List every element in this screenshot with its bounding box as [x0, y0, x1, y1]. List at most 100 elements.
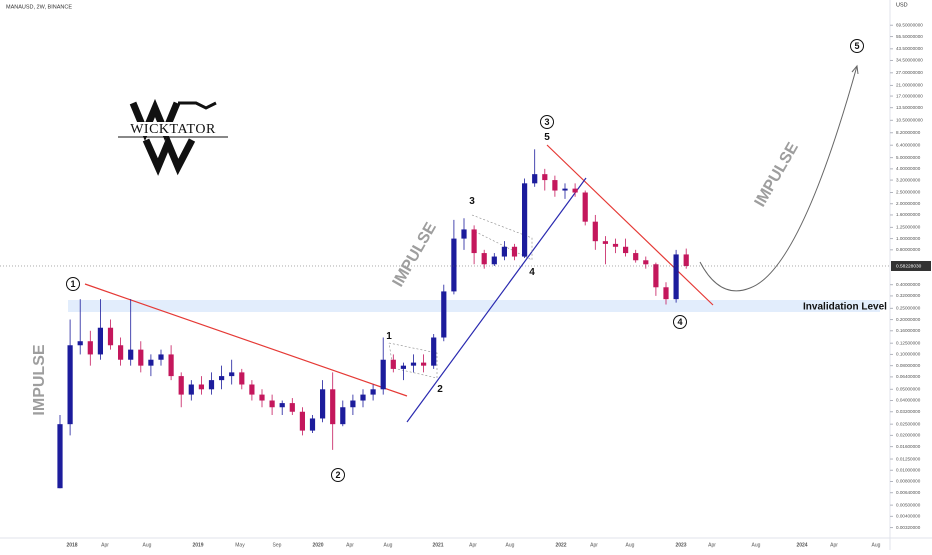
y-tick-label: 0.05000000: [896, 387, 921, 392]
wave-label: 3: [469, 196, 475, 207]
y-tick-label: 0.12500000: [896, 340, 921, 345]
candle-body: [219, 376, 225, 381]
y-tick-label: 0.00500000: [896, 502, 921, 507]
x-tick-label: 2023: [675, 542, 686, 548]
candle-body: [562, 188, 568, 191]
candle-body: [77, 341, 83, 346]
candle-body: [663, 287, 669, 300]
currency: USD: [896, 2, 908, 8]
candle-body: [158, 354, 164, 360]
candle-body: [643, 260, 649, 265]
y-tick-label: 2.50000000: [896, 190, 921, 195]
candle-body: [198, 384, 204, 390]
y-tick-label: 0.01600000: [896, 444, 921, 449]
x-tick-label: 2019: [192, 542, 203, 548]
y-tick-label: 0.32000000: [896, 293, 921, 298]
candle-body: [340, 407, 346, 425]
x-tick-label: 2021: [432, 542, 443, 548]
x-tick-label: Apr: [830, 542, 838, 548]
candle-body: [673, 254, 679, 300]
wave-circle: [540, 115, 554, 129]
x-tick-label: Apr: [346, 542, 354, 548]
x-tick-label: Apr: [101, 542, 109, 548]
candle-body: [138, 349, 144, 366]
candle-body: [239, 372, 245, 385]
candle-body: [683, 254, 689, 266]
wave-label: 1: [70, 279, 75, 289]
candle-body: [249, 384, 255, 395]
y-tick-label: 0.04000000: [896, 398, 921, 403]
candle-body: [97, 327, 103, 355]
candle-body: [370, 389, 376, 395]
logo: WICKTATOR: [118, 98, 228, 176]
x-tick-label: Aug: [752, 542, 761, 548]
y-tick-label: 1.00000000: [896, 236, 921, 241]
candle-body: [269, 400, 275, 408]
candle-body: [299, 411, 305, 431]
x-tick-label: Aug: [384, 542, 393, 548]
x-tick-label: Aug: [143, 542, 152, 548]
y-tick-label: 0.40000000: [896, 282, 921, 287]
candle-body: [653, 264, 659, 288]
y-tick-label: 0.10000000: [896, 352, 921, 357]
candle-body: [441, 291, 447, 338]
x-tick-label: Apr: [708, 542, 716, 548]
price-tag-label: 0.58228030: [896, 263, 922, 269]
price-tag: [891, 260, 931, 271]
logo-text: WICKTATOR: [130, 122, 216, 137]
y-tick-label: 8.20000000: [896, 130, 921, 135]
x-tick-label: 2024: [796, 542, 807, 548]
y-tick-label: 0.08000000: [896, 363, 921, 368]
candle-body: [229, 372, 235, 377]
logo-w: [178, 101, 217, 110]
y-tick-label: 27.00000000: [896, 70, 923, 75]
projection-arrow: [851, 64, 859, 75]
projection-curve: [699, 65, 858, 292]
trendline: [84, 283, 408, 397]
wave-label: 4: [529, 267, 535, 278]
wave-circle: [673, 315, 687, 329]
candle-body: [289, 403, 295, 412]
y-tick-label: 0.01250000: [896, 456, 921, 461]
wave-label: 1: [386, 331, 392, 342]
y-tick-label: 0.00400000: [896, 514, 921, 519]
candle-body: [360, 394, 366, 401]
candle-body: [491, 256, 497, 265]
y-tick-label: 2.00000000: [896, 201, 921, 206]
x-tick-label: 2020: [312, 542, 323, 548]
candle-body: [542, 174, 548, 181]
trendline: [546, 144, 714, 306]
candle-body: [87, 341, 93, 355]
x-tick-label: Apr: [469, 542, 477, 548]
y-tick-label: 0.03200000: [896, 409, 921, 414]
candle-body: [178, 376, 184, 395]
y-tick-label: 21.00000000: [896, 83, 923, 88]
y-tick-label: 0.00320000: [896, 525, 921, 530]
wave-label: 3: [544, 117, 549, 127]
candle-body: [168, 354, 174, 377]
wave-label: 5: [854, 41, 859, 51]
y-tick-label: 3.20000000: [896, 177, 921, 182]
wave-label: 4: [677, 317, 682, 327]
x-tick-label: 2022: [555, 542, 566, 548]
x-tick-label: May: [235, 542, 245, 548]
candle-body: [522, 183, 528, 257]
wave-circle: [850, 39, 864, 53]
candle-body: [128, 349, 134, 360]
y-tick-label: 17.00000000: [896, 93, 923, 98]
y-tick-label: 43.50000000: [896, 46, 923, 51]
candle-body: [67, 345, 73, 425]
candle-body: [572, 188, 578, 193]
candle-body: [390, 359, 396, 369]
candle-body: [471, 229, 477, 254]
y-tick-label: 0.25000000: [896, 306, 921, 311]
candle-body: [623, 246, 629, 254]
candle-body: [592, 221, 598, 242]
y-tick-label: 13.50000000: [896, 105, 923, 110]
candle-body: [511, 246, 518, 257]
candle-body: [309, 418, 316, 431]
candle-body: [259, 394, 265, 401]
candle-body: [582, 192, 588, 222]
